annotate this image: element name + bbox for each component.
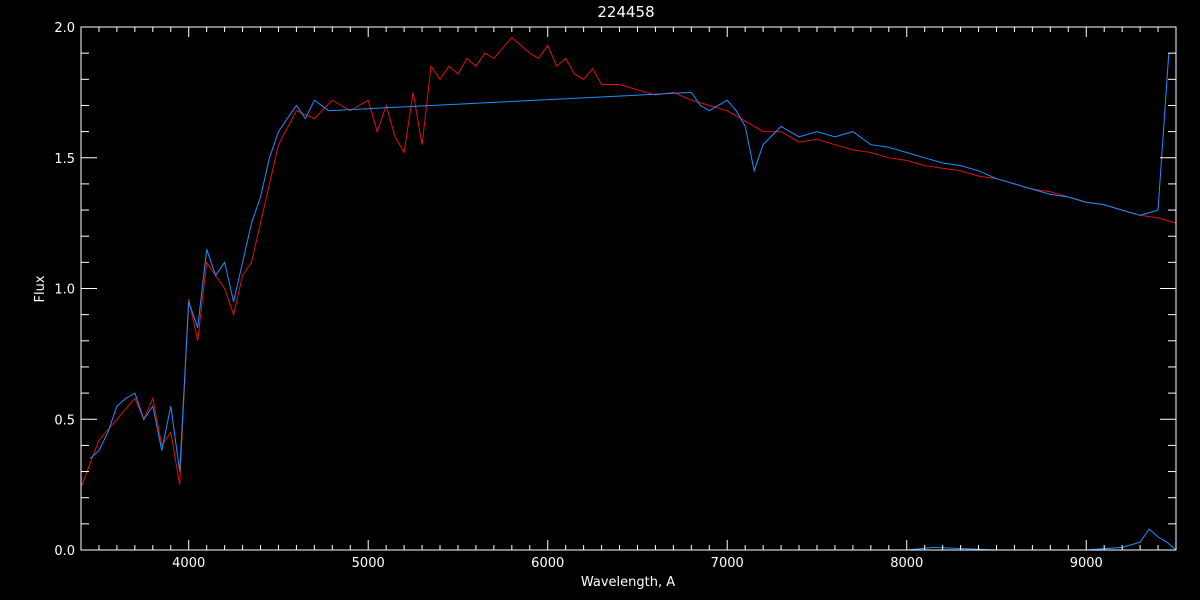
x-tick-label: 6000 (531, 556, 564, 571)
x-axis: 4000 5000 6000 7000 8000 9000 (98, 27, 1177, 571)
y-tick-label: 1.0 (54, 283, 75, 298)
x-tick-label: 7000 (711, 556, 744, 571)
series-line-model_flux (89, 53, 1170, 472)
y-axis-label: Flux (33, 275, 48, 302)
y-tick-label: 0.0 (54, 544, 75, 559)
x-tick-label: 8000 (890, 556, 923, 571)
chart-title: 224458 (597, 3, 654, 21)
series-line-template (80, 36, 1177, 488)
x-tick-label: 5000 (352, 556, 385, 571)
y-axis: 0.0 0.5 1.0 1.5 2.0 (54, 21, 1176, 559)
y-tick-label: 2.0 (54, 21, 75, 36)
x-axis-label: Wavelength, A (581, 575, 675, 590)
x-tick-label: 4000 (172, 556, 205, 571)
x-tick-label: 9000 (1070, 556, 1103, 571)
y-tick-label: 1.5 (54, 152, 75, 167)
y-tick-label: 0.5 (54, 413, 75, 428)
